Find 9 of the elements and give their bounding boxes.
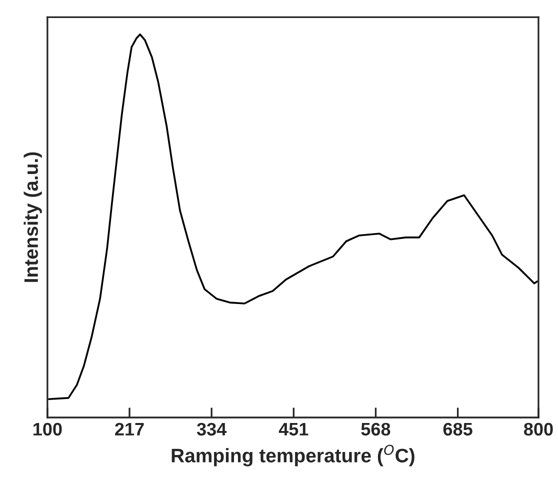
x-tick-label: 100 xyxy=(34,422,62,436)
x-tick-label: 334 xyxy=(196,422,227,436)
x-axis-title: Ramping temperature ($^{O}$C) xyxy=(172,444,414,466)
x-tick-label: 685 xyxy=(443,422,472,436)
x-tick-label: 451 xyxy=(278,423,308,436)
x-tick-label: 800 xyxy=(524,422,553,436)
x-tick-label: 568 xyxy=(361,422,390,436)
y-axis-title: Intensity (a.u.) xyxy=(24,152,42,282)
x-tick-label: 217 xyxy=(115,422,144,436)
